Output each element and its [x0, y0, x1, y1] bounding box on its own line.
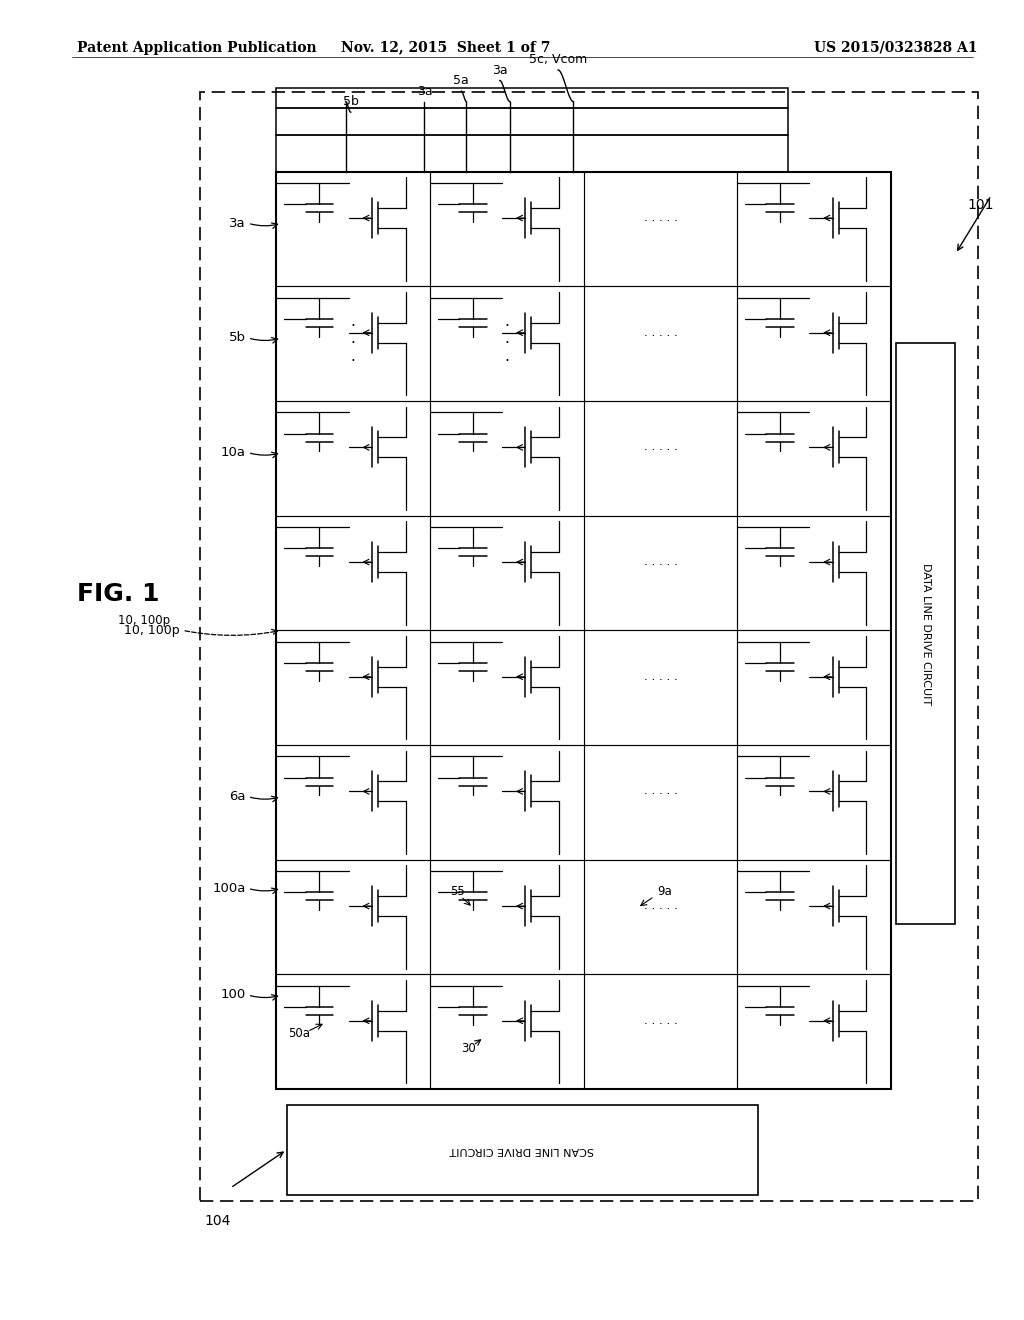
- Text: 101: 101: [968, 198, 994, 211]
- Bar: [276, 88, 788, 172]
- Text: 5b: 5b: [343, 95, 358, 108]
- Text: SCAN LINE DRIVE CIRCUIT: SCAN LINE DRIVE CIRCUIT: [450, 1144, 595, 1155]
- Text: 5a: 5a: [454, 74, 469, 87]
- Text: ·
·
·: · · ·: [351, 318, 355, 368]
- Text: 104: 104: [205, 1214, 231, 1228]
- Bar: [287, 1105, 758, 1195]
- Text: 3a: 3a: [229, 216, 246, 230]
- Text: 5c, Vcom: 5c, Vcom: [529, 53, 587, 66]
- Text: 5b: 5b: [228, 331, 246, 345]
- Text: 55: 55: [451, 886, 465, 898]
- Bar: [200, 92, 978, 1201]
- Text: . . . . .: . . . . .: [644, 211, 677, 224]
- Text: ·
·
·: · · ·: [505, 318, 509, 368]
- Text: 100: 100: [220, 989, 246, 1002]
- Text: 50a: 50a: [289, 1027, 310, 1040]
- Text: 3a: 3a: [417, 84, 432, 98]
- Text: . . . . .: . . . . .: [644, 784, 677, 797]
- Text: 10, 100p: 10, 100p: [118, 614, 170, 627]
- Text: 9a: 9a: [657, 886, 672, 898]
- Text: US 2015/0323828 A1: US 2015/0323828 A1: [814, 41, 978, 54]
- Text: 3a: 3a: [492, 63, 508, 77]
- Text: DATA LINE DRIVE CIRCUIT: DATA LINE DRIVE CIRCUIT: [921, 562, 931, 705]
- Bar: [276, 172, 891, 1089]
- Text: Patent Application Publication: Patent Application Publication: [77, 41, 316, 54]
- Text: . . . . .: . . . . .: [644, 441, 677, 453]
- Text: . . . . .: . . . . .: [644, 899, 677, 912]
- Text: . . . . .: . . . . .: [644, 554, 677, 568]
- Text: . . . . .: . . . . .: [644, 326, 677, 339]
- Text: 30: 30: [461, 1043, 476, 1056]
- Text: 10a: 10a: [221, 446, 246, 459]
- Text: Nov. 12, 2015  Sheet 1 of 7: Nov. 12, 2015 Sheet 1 of 7: [341, 41, 550, 54]
- Text: 100a: 100a: [212, 882, 246, 895]
- Text: 10, 100p: 10, 100p: [124, 624, 179, 636]
- Text: . . . . .: . . . . .: [644, 669, 677, 682]
- Bar: [896, 343, 955, 924]
- Text: FIG. 1: FIG. 1: [77, 582, 160, 606]
- Text: . . . . .: . . . . .: [644, 1014, 677, 1027]
- Text: 6a: 6a: [229, 791, 246, 803]
